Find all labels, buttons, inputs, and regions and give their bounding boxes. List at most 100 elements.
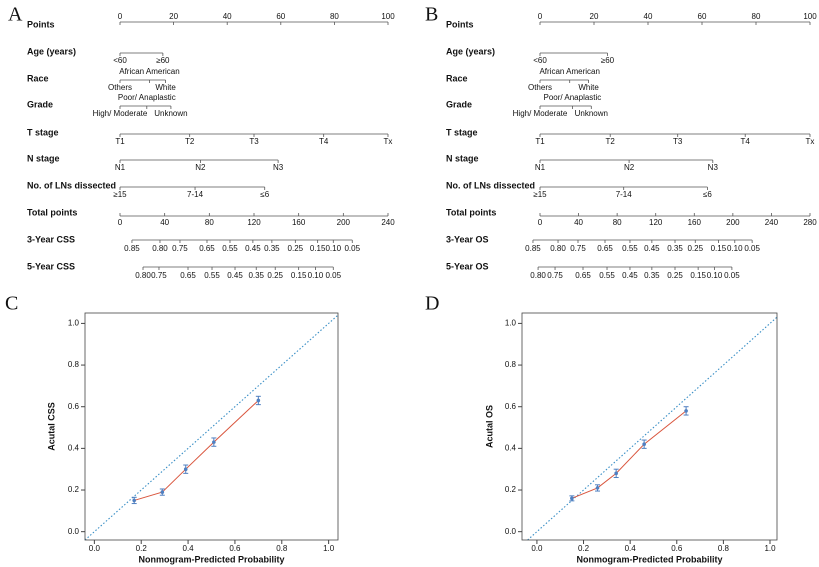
- level-label: ≤6: [703, 190, 712, 199]
- tick-label: 0.05: [344, 244, 360, 253]
- tick-label: 80: [205, 218, 214, 227]
- point: [212, 440, 216, 444]
- y-tick-label: 0.4: [505, 443, 517, 452]
- row-label: Race: [446, 73, 468, 83]
- y-tick-label: 0.2: [505, 485, 517, 494]
- level-label: White: [155, 83, 176, 92]
- tick-label: 0.05: [744, 244, 760, 253]
- panel-letter: C: [5, 293, 18, 315]
- tick-label: 100: [381, 12, 395, 21]
- tick-label: 0.45: [245, 244, 261, 253]
- x-axis-label: Nonmogram-Predicted Probability: [576, 554, 722, 564]
- tick-label: 0.45: [622, 271, 638, 280]
- level-label: 7-14: [187, 190, 204, 199]
- level-label: N3: [708, 163, 719, 172]
- level-label: <60: [113, 56, 127, 65]
- y-tick-label: 1.0: [505, 319, 517, 328]
- tick-label: 40: [223, 12, 232, 21]
- tick-label: 0.45: [644, 244, 660, 253]
- tick-label: 0.10: [707, 271, 723, 280]
- tick-label: 0.05: [724, 271, 740, 280]
- y-tick-label: 0.6: [505, 402, 517, 411]
- y-tick-label: 0.0: [68, 527, 80, 536]
- point: [614, 471, 618, 476]
- level-label: ≥15: [113, 190, 127, 199]
- tick-label: 200: [726, 218, 740, 227]
- tick-label: 0.55: [599, 271, 615, 280]
- tick-label: 0.15: [291, 271, 307, 280]
- level-label: N2: [195, 163, 206, 172]
- tick-label: 0.75: [547, 271, 563, 280]
- row-label: Total points: [446, 207, 496, 217]
- y-tick-label: 1.0: [68, 319, 80, 328]
- calibration-line: [571, 410, 687, 499]
- tick-label: 0.80: [135, 271, 151, 280]
- x-tick-label: 0.6: [671, 544, 683, 553]
- level-label: N1: [115, 163, 126, 172]
- row-label: 5-Year OS: [446, 261, 489, 271]
- tick-label: 0.10: [325, 244, 341, 253]
- tick-label: 0.55: [222, 244, 238, 253]
- x-axis-label: Nonmogram-Predicted Probability: [138, 554, 284, 564]
- tick-label: 0.55: [622, 244, 638, 253]
- x-tick-label: 0.2: [136, 544, 148, 553]
- reference-line: [84, 314, 339, 541]
- reference-line: [527, 316, 778, 541]
- tick-label: 0.80: [530, 271, 546, 280]
- level-label: High/ Moderate: [93, 109, 148, 118]
- tick-label: 0.15: [310, 244, 326, 253]
- point: [595, 486, 600, 490]
- tick-label: 0.10: [727, 244, 743, 253]
- tick-label: 280: [803, 218, 817, 227]
- level-label: T1: [535, 137, 545, 146]
- tick-label: 240: [765, 218, 779, 227]
- tick-label: 0.80: [152, 244, 168, 253]
- level-label: T3: [673, 137, 683, 146]
- level-label: ≥15: [533, 190, 547, 199]
- tick-label: 0.15: [690, 271, 706, 280]
- level-label: White: [578, 83, 599, 92]
- row-label: Race: [27, 73, 49, 83]
- point: [132, 498, 136, 503]
- x-tick-label: 1.0: [323, 544, 335, 553]
- row-label: Points: [27, 19, 55, 29]
- y-tick-label: 0.8: [68, 360, 80, 369]
- tick-label: 200: [337, 218, 351, 227]
- level-label: Tx: [806, 137, 815, 146]
- tick-label: 120: [247, 218, 261, 227]
- tick-label: 120: [649, 218, 663, 227]
- tick-label: 0.75: [172, 244, 188, 253]
- tick-label: 0.05: [325, 271, 341, 280]
- tick-label: 0.65: [575, 271, 591, 280]
- tick-label: 0: [118, 218, 123, 227]
- row-label: T stage: [446, 127, 478, 137]
- level-label: T2: [606, 137, 616, 146]
- panel-letter: B: [425, 4, 438, 26]
- level-label: N2: [624, 163, 635, 172]
- x-tick-label: 0.6: [229, 544, 241, 553]
- x-tick-label: 1.0: [764, 544, 776, 553]
- tick-label: 0.35: [248, 271, 264, 280]
- tick-label: 0: [538, 218, 543, 227]
- level-label: Poor/ Anaplastic: [118, 93, 176, 102]
- level-label: T4: [741, 137, 751, 146]
- y-axis-label: Acutal OS: [484, 405, 494, 448]
- tick-label: 0.85: [525, 244, 541, 253]
- row-label: 3-Year CSS: [27, 234, 75, 244]
- level-label: T2: [185, 137, 195, 146]
- tick-label: 0.45: [227, 271, 243, 280]
- level-label: African American: [119, 67, 179, 76]
- x-tick-label: 0.8: [276, 544, 288, 553]
- row-label: Grade: [27, 99, 53, 109]
- tick-label: 0.10: [308, 271, 324, 280]
- tick-label: 40: [574, 218, 583, 227]
- calibration-line: [134, 400, 259, 501]
- level-label: Others: [108, 83, 132, 92]
- y-tick-label: 0.6: [68, 402, 80, 411]
- tick-label: 0: [538, 12, 543, 21]
- level-label: T4: [319, 137, 329, 146]
- tick-label: 40: [644, 12, 653, 21]
- row-label: No. of LNs dissected: [27, 180, 116, 190]
- y-tick-label: 0.2: [68, 485, 80, 494]
